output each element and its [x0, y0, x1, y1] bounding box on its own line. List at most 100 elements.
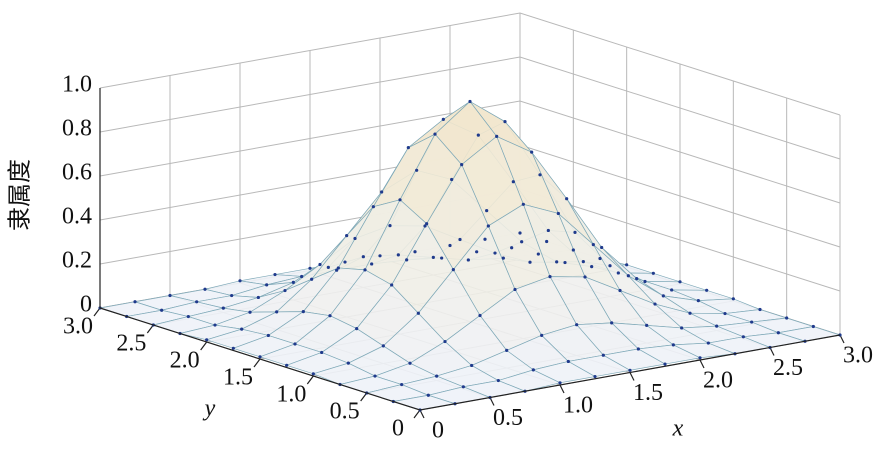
y-tick [306, 375, 314, 385]
y-tick [93, 307, 101, 317]
x-tick-label: 0.5 [493, 405, 523, 431]
surface-point [601, 353, 605, 357]
surface-point [645, 323, 649, 327]
surface-point [363, 268, 367, 272]
surface-point [273, 272, 277, 277]
surface-point [468, 99, 472, 104]
y-axis-label: y [203, 396, 216, 422]
surface-point [203, 287, 207, 291]
surface-point [616, 271, 620, 275]
y-tick [253, 358, 261, 368]
x-tick-label: 1.0 [563, 393, 593, 419]
surface-point [328, 314, 332, 318]
surface-point [591, 243, 595, 247]
surface-point [423, 224, 427, 228]
surface-point [493, 251, 497, 255]
surface-point [731, 297, 735, 301]
x-tick [559, 384, 565, 394]
surface-point [511, 180, 515, 184]
surface-point [653, 302, 657, 306]
x-tick-label: 2.5 [773, 355, 803, 381]
surface-point [258, 355, 262, 359]
z-tick-label: 0.6 [62, 160, 92, 186]
surface-point [521, 202, 525, 206]
surface-point [388, 224, 392, 228]
x-tick-label: 1.5 [633, 380, 663, 406]
surface-point [390, 283, 394, 287]
surface-point [441, 117, 445, 121]
y-tick-label: 0 [392, 416, 404, 442]
surface-point [415, 168, 419, 172]
surface-point [406, 146, 410, 150]
surface-point [416, 311, 420, 315]
surface-point [398, 198, 402, 202]
surface-point [545, 239, 549, 244]
surface-point [600, 245, 604, 250]
surface-point [373, 374, 377, 378]
surface-point [291, 280, 295, 284]
surface-point [195, 300, 199, 304]
surface-point [168, 293, 172, 298]
y-tick-label: 0.5 [330, 399, 360, 425]
surface-point [275, 310, 279, 314]
surface-point [563, 260, 567, 265]
surface-point [460, 163, 464, 167]
surface-point [186, 314, 190, 319]
surface-point [205, 338, 209, 342]
surface-point [308, 266, 312, 270]
surface-point [556, 211, 560, 216]
y-tick [200, 341, 208, 351]
surface-point [326, 265, 330, 269]
surface-point [628, 368, 632, 372]
grid-line [99, 12, 841, 116]
surface-point [501, 256, 505, 260]
x-tick-label: 3.0 [843, 343, 873, 369]
surface-point [610, 321, 614, 325]
surface-point [133, 300, 137, 304]
y-tick-label: 3.0 [63, 314, 93, 340]
surface-point [680, 326, 684, 330]
surface-point [431, 255, 435, 259]
surface-point [558, 381, 562, 385]
surface-point [618, 288, 622, 293]
surface-point [531, 368, 535, 372]
surface-point [265, 283, 269, 287]
surface-point [566, 359, 570, 364]
surface-point [496, 378, 500, 383]
surface-point [230, 293, 234, 298]
surface-point [581, 260, 585, 264]
surface-point [705, 288, 709, 292]
surface-point [520, 240, 524, 244]
x-tick-label: 0 [432, 418, 444, 444]
surface-point [240, 327, 244, 331]
surface-point [538, 173, 542, 177]
surface-point [336, 266, 340, 270]
surface-point [475, 250, 479, 254]
surface-point [565, 197, 569, 201]
surface-point [546, 228, 550, 233]
z-tick-label: 0.8 [62, 116, 92, 142]
surface-point [671, 343, 675, 347]
surface-point [470, 363, 474, 368]
surface-point [160, 308, 164, 312]
surface-point [371, 205, 375, 209]
surface-point [320, 350, 324, 355]
surface-point [503, 120, 507, 124]
surface-point [636, 347, 640, 351]
surface-point [248, 310, 252, 314]
surface-point [663, 362, 667, 366]
y-tick-label: 1.5 [223, 365, 253, 391]
surface-point [426, 393, 430, 397]
surface-point [698, 356, 702, 360]
surface-point [625, 263, 629, 267]
surface-point [635, 277, 639, 281]
surface-point [213, 323, 217, 327]
surface-point [370, 262, 374, 266]
surface-point [301, 310, 305, 314]
x-tick [699, 359, 705, 369]
y-tick-label: 1.0 [276, 382, 306, 408]
surface-point [723, 311, 727, 316]
surface-point [598, 256, 602, 261]
surface-point [495, 134, 499, 138]
surface-point [380, 190, 384, 194]
